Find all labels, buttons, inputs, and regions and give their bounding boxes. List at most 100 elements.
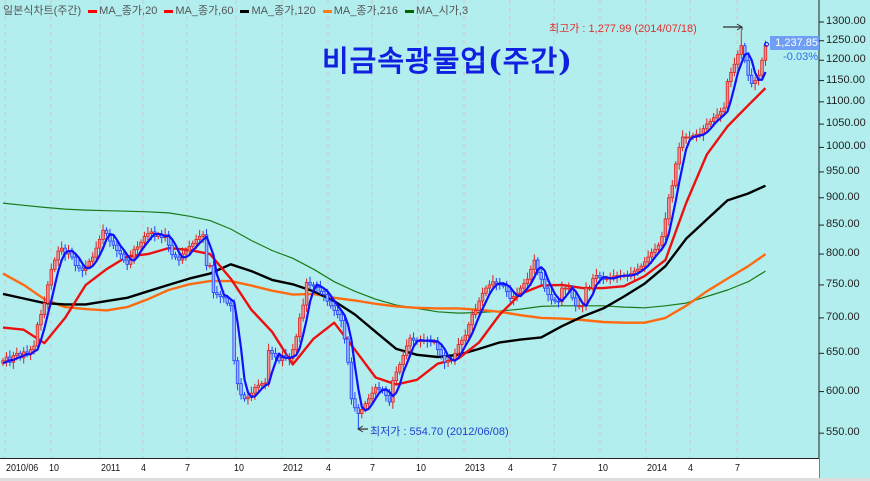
candle	[32, 345, 36, 351]
candle	[91, 256, 95, 262]
candle	[546, 287, 550, 295]
candle	[46, 284, 50, 304]
candle	[101, 229, 105, 240]
candle	[460, 339, 464, 345]
candle	[401, 355, 405, 365]
candle	[484, 287, 488, 294]
candle	[532, 259, 536, 270]
candle	[712, 117, 716, 122]
candle	[122, 253, 126, 261]
candle	[77, 265, 81, 269]
candle	[411, 337, 416, 341]
candle	[563, 287, 568, 290]
candle	[25, 351, 29, 354]
candle	[73, 256, 78, 266]
y-tick-label: 950.00	[826, 164, 860, 177]
x-tick-label: 2014	[647, 462, 667, 474]
candle	[687, 136, 692, 139]
chart-type-label: 일본식차트(주간)	[3, 5, 82, 17]
x-tick-label: 10	[234, 462, 244, 474]
candle	[739, 45, 743, 55]
candle	[394, 371, 398, 381]
y-tick-label: 750.00	[826, 277, 860, 290]
min-price-annotation: 최저가 : 554.70 (2012/06/08)	[370, 426, 509, 438]
candle	[194, 238, 198, 244]
candle	[329, 300, 333, 307]
chart-title: 비금속광물업(주간)	[322, 44, 573, 78]
candle	[518, 287, 523, 294]
candle	[239, 383, 243, 396]
candle	[118, 250, 122, 255]
y-tick-label: 550.00	[826, 426, 860, 439]
candle	[660, 236, 664, 246]
candle	[97, 238, 102, 249]
candle	[494, 281, 499, 285]
y-tick-label: 1050.00	[826, 117, 866, 130]
legend: 일본식차트(주간) MA_종가,20 MA_종가,60 MA_종가,120 MA…	[3, 2, 468, 18]
candle	[322, 290, 326, 295]
legend-swatch	[88, 9, 98, 13]
y-tick-label: 1000.00	[826, 140, 866, 153]
candle	[260, 383, 264, 386]
candle	[87, 260, 91, 267]
candle	[508, 290, 512, 299]
last-point-marker	[763, 41, 769, 47]
candle	[173, 254, 178, 258]
candle	[473, 310, 478, 315]
candle	[715, 114, 719, 119]
legend-item-ma120: MA_종가,120	[237, 2, 316, 18]
candle	[377, 387, 381, 390]
candle	[477, 300, 481, 311]
x-tick-label: 10	[49, 462, 59, 474]
candle	[228, 302, 233, 307]
candle	[142, 236, 147, 243]
candle	[663, 218, 668, 237]
y-tick-label: 900.00	[826, 190, 860, 203]
candle	[670, 185, 674, 199]
candle	[39, 314, 43, 326]
candle	[211, 265, 216, 294]
candle	[391, 380, 395, 403]
candle	[311, 284, 316, 287]
candle	[646, 256, 650, 263]
candle	[197, 236, 202, 240]
candle	[753, 80, 757, 84]
candle	[463, 334, 467, 341]
candle	[470, 314, 474, 326]
y-tick-label: 1300.00	[826, 15, 866, 27]
candle	[132, 248, 136, 258]
candle	[467, 324, 471, 336]
max-arrowhead-icon	[736, 23, 743, 31]
candle	[387, 395, 392, 403]
candle	[667, 197, 671, 220]
candle	[301, 304, 305, 319]
y-tick-label: 600.00	[826, 384, 860, 397]
y-tick-label: 800.00	[826, 247, 860, 260]
candle	[732, 63, 737, 73]
candle	[522, 283, 526, 289]
candle	[480, 292, 485, 302]
candle	[215, 292, 219, 295]
x-tick-label: 7	[370, 462, 375, 474]
candle	[256, 384, 260, 389]
candle	[353, 398, 357, 409]
candle	[218, 294, 223, 297]
candle	[291, 349, 295, 359]
candle	[760, 59, 764, 76]
candle	[763, 45, 768, 61]
x-tick-label: 4	[326, 462, 331, 474]
legend-swatch	[405, 9, 415, 13]
candle	[736, 53, 740, 65]
candle	[222, 296, 226, 299]
candle	[149, 231, 154, 235]
candle	[542, 278, 547, 289]
scrollbar[interactable]	[0, 478, 870, 481]
candle	[42, 302, 47, 315]
x-tick-label: 7	[735, 462, 740, 474]
legend-item-ma60: MA_종가,60	[161, 2, 233, 18]
candle	[356, 407, 361, 414]
candle	[718, 111, 723, 116]
candle	[529, 268, 533, 280]
candle	[4, 356, 9, 362]
